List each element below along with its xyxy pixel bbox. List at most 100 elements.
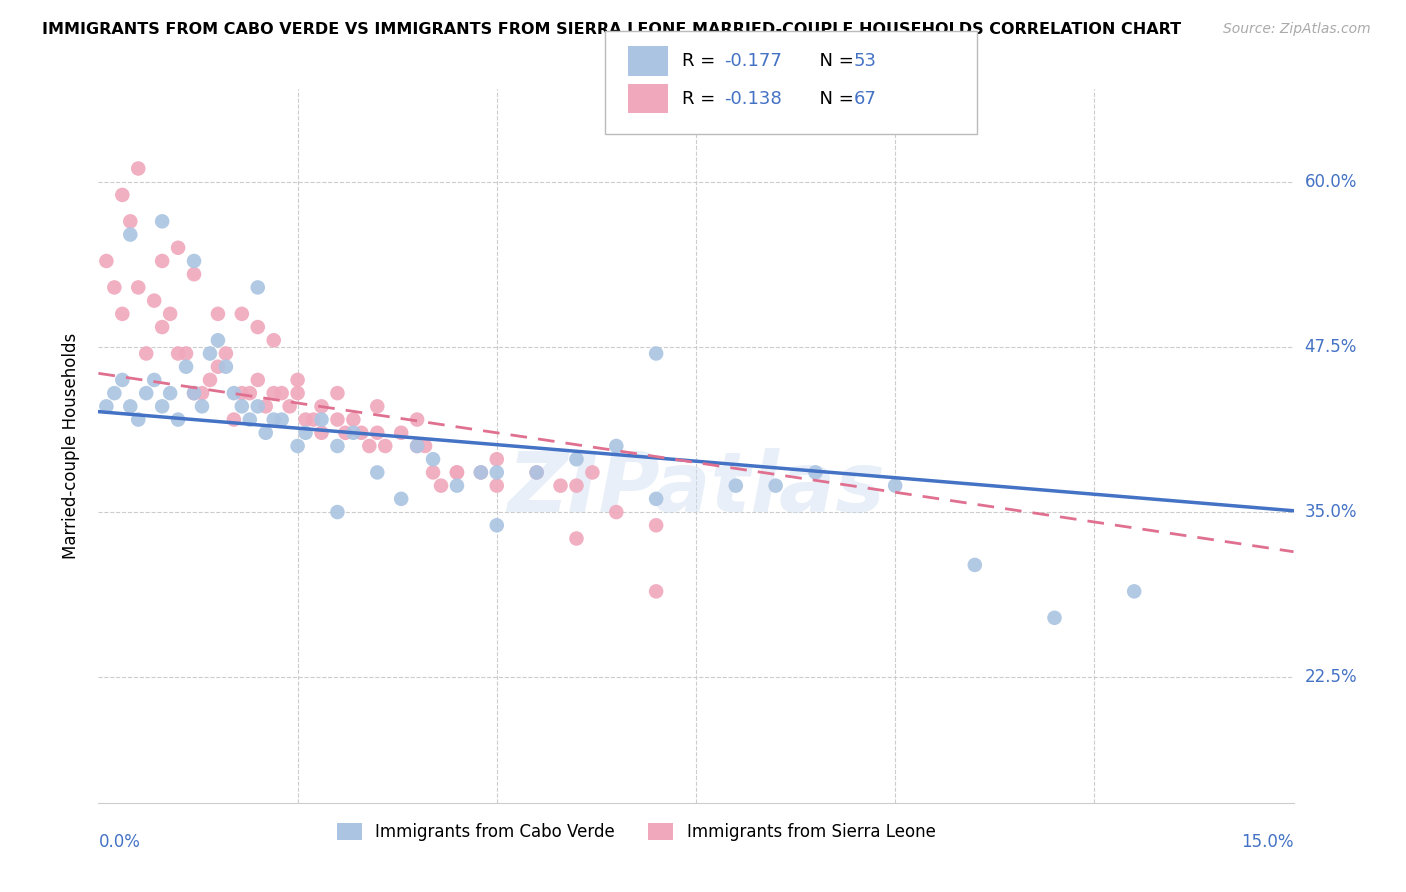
Point	[174, 359, 197, 374]
Point	[207, 359, 229, 374]
Point	[111, 188, 134, 202]
Text: IMMIGRANTS FROM CABO VERDE VS IMMIGRANTS FROM SIERRA LEONE MARRIED-COUPLE HOUSEH: IMMIGRANTS FROM CABO VERDE VS IMMIGRANTS…	[42, 22, 1181, 37]
Point	[127, 412, 149, 426]
Point	[406, 439, 429, 453]
Point	[254, 400, 277, 414]
Legend: Immigrants from Cabo Verde, Immigrants from Sierra Leone: Immigrants from Cabo Verde, Immigrants f…	[330, 816, 942, 848]
Point	[231, 400, 253, 414]
Point	[246, 400, 269, 414]
Point	[191, 386, 214, 401]
Point	[207, 307, 229, 321]
Point	[326, 386, 349, 401]
Text: ZIPatlas: ZIPatlas	[508, 449, 884, 529]
Point	[231, 386, 253, 401]
Point	[605, 505, 627, 519]
Point	[135, 346, 157, 360]
Point	[183, 386, 205, 401]
Point	[294, 425, 316, 440]
Point	[366, 425, 388, 440]
Point	[263, 386, 285, 401]
Point	[111, 307, 134, 321]
Point	[565, 452, 588, 467]
Point	[270, 412, 292, 426]
Point	[246, 373, 269, 387]
Point	[191, 400, 214, 414]
Point	[198, 346, 221, 360]
Point	[96, 254, 118, 268]
Point	[326, 412, 349, 426]
Y-axis label: Married-couple Households: Married-couple Households	[62, 333, 80, 559]
Text: 15.0%: 15.0%	[1241, 833, 1294, 851]
Point	[430, 478, 453, 492]
Point	[1043, 611, 1066, 625]
Point	[287, 439, 309, 453]
Point	[215, 346, 238, 360]
Point	[366, 466, 388, 480]
Point	[422, 466, 444, 480]
Point	[884, 478, 907, 492]
Point	[263, 333, 285, 347]
Point	[565, 532, 588, 546]
Text: Source: ZipAtlas.com: Source: ZipAtlas.com	[1223, 22, 1371, 37]
Point	[150, 400, 173, 414]
Point	[254, 425, 277, 440]
Point	[1123, 584, 1146, 599]
Text: R =: R =	[682, 89, 721, 108]
Point	[550, 478, 572, 492]
Point	[183, 267, 205, 281]
Point	[167, 412, 190, 426]
Point	[183, 386, 205, 401]
Point	[724, 478, 747, 492]
Point	[294, 412, 316, 426]
Text: 60.0%: 60.0%	[1305, 173, 1357, 191]
Point	[167, 346, 190, 360]
Point	[413, 439, 436, 453]
Point	[311, 412, 333, 426]
Text: 0.0%: 0.0%	[98, 833, 141, 851]
Point	[150, 320, 173, 334]
Point	[581, 466, 603, 480]
Point	[366, 400, 388, 414]
Point	[485, 466, 508, 480]
Point	[96, 400, 118, 414]
Point	[174, 346, 197, 360]
Point	[526, 466, 548, 480]
Point	[359, 439, 381, 453]
Point	[485, 478, 508, 492]
Point	[167, 241, 190, 255]
Point	[246, 280, 269, 294]
Point	[120, 400, 142, 414]
Text: -0.177: -0.177	[724, 52, 782, 70]
Point	[645, 491, 668, 506]
Point	[342, 412, 364, 426]
Point	[150, 214, 173, 228]
Text: 47.5%: 47.5%	[1305, 338, 1357, 356]
Point	[446, 466, 468, 480]
Text: 67: 67	[853, 89, 876, 108]
Point	[222, 412, 245, 426]
Point	[111, 373, 134, 387]
Point	[406, 412, 429, 426]
Point	[215, 359, 238, 374]
Point	[150, 254, 173, 268]
Point	[135, 386, 157, 401]
Text: 35.0%: 35.0%	[1305, 503, 1357, 521]
Point	[389, 491, 412, 506]
Point	[470, 466, 492, 480]
Point	[278, 400, 301, 414]
Point	[239, 412, 262, 426]
Text: R =: R =	[682, 52, 721, 70]
Point	[287, 373, 309, 387]
Point	[446, 466, 468, 480]
Text: 22.5%: 22.5%	[1305, 668, 1357, 686]
Point	[222, 386, 245, 401]
Point	[239, 386, 262, 401]
Point	[804, 466, 827, 480]
Point	[302, 412, 325, 426]
Point	[406, 439, 429, 453]
Text: N =: N =	[808, 89, 860, 108]
Point	[246, 320, 269, 334]
Point	[645, 518, 668, 533]
Point	[335, 425, 357, 440]
Point	[103, 280, 125, 294]
